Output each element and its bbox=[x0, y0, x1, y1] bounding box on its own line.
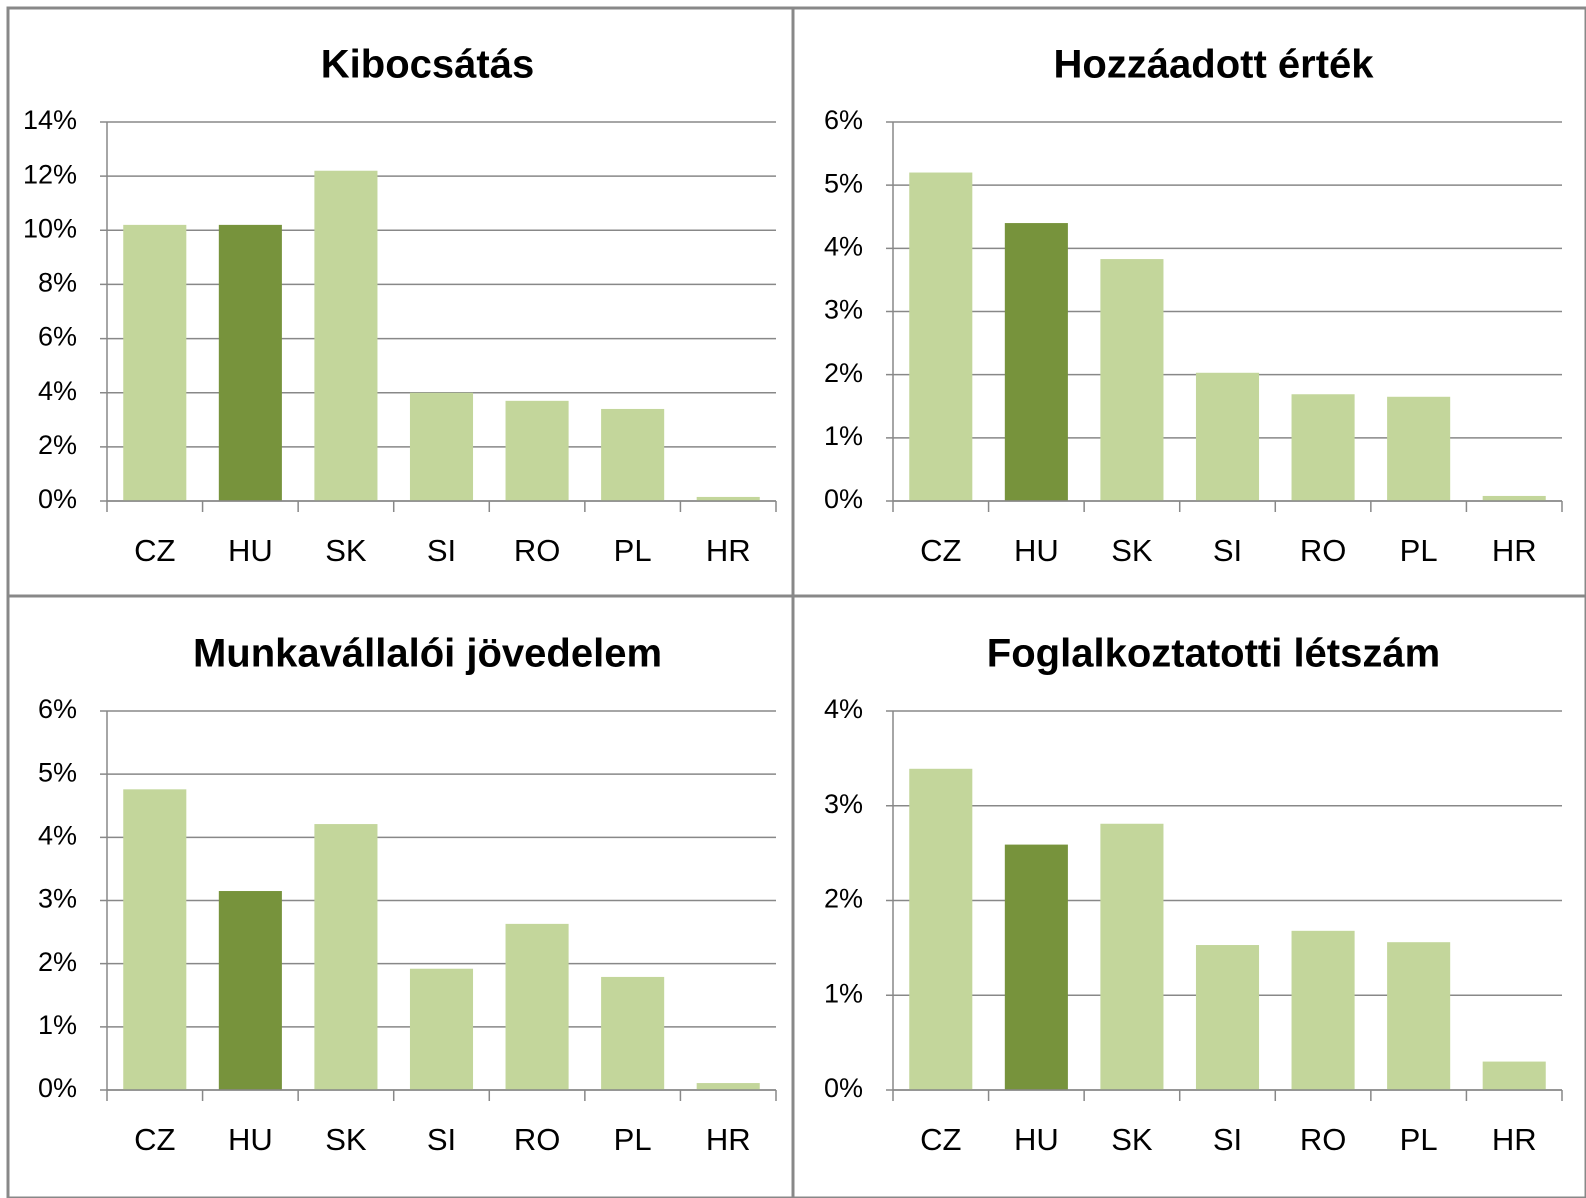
x-tick-label: HU bbox=[228, 533, 273, 568]
bar bbox=[123, 789, 187, 1090]
bar bbox=[1100, 823, 1164, 1090]
x-tick-label: RO bbox=[514, 533, 561, 568]
y-tick-label: 4% bbox=[38, 376, 77, 406]
bar bbox=[218, 224, 282, 501]
bar bbox=[601, 408, 665, 501]
bar bbox=[1195, 945, 1260, 1090]
x-tick-label: HU bbox=[1014, 1122, 1059, 1157]
y-tick-label: 4% bbox=[38, 820, 77, 850]
x-tick-label: SK bbox=[325, 1122, 367, 1157]
bar bbox=[409, 968, 474, 1090]
bar bbox=[505, 923, 569, 1090]
x-tick-label: SI bbox=[427, 533, 456, 568]
bar bbox=[1482, 495, 1546, 501]
x-tick-label: RO bbox=[1300, 533, 1347, 568]
y-tick-label: 1% bbox=[824, 978, 863, 1008]
x-tick-label: SI bbox=[1213, 533, 1242, 568]
x-tick-label: CZ bbox=[134, 533, 175, 568]
x-tick-label: SK bbox=[1111, 533, 1153, 568]
bar bbox=[696, 1083, 760, 1090]
bar bbox=[1004, 223, 1068, 502]
y-tick-label: 6% bbox=[38, 322, 77, 352]
y-tick-label: 5% bbox=[824, 168, 863, 198]
x-tick-label: CZ bbox=[920, 533, 961, 568]
bar bbox=[505, 400, 569, 501]
bar bbox=[909, 768, 973, 1090]
y-tick-label: 14% bbox=[23, 105, 77, 135]
x-tick-label: SI bbox=[427, 1122, 456, 1157]
y-tick-label: 8% bbox=[38, 268, 77, 298]
y-tick-label: 0% bbox=[824, 1073, 863, 1103]
y-tick-label: 2% bbox=[38, 430, 77, 460]
bar bbox=[314, 824, 378, 1090]
x-tick-label: PL bbox=[1400, 1122, 1438, 1157]
bar bbox=[1291, 394, 1355, 501]
y-tick-label: 0% bbox=[38, 1073, 77, 1103]
x-tick-label: PL bbox=[614, 1122, 652, 1157]
bar bbox=[1482, 1061, 1546, 1090]
x-tick-label: SK bbox=[325, 533, 367, 568]
x-tick-label: RO bbox=[514, 1122, 561, 1157]
y-tick-label: 4% bbox=[824, 694, 863, 724]
bar bbox=[1100, 259, 1164, 501]
bar bbox=[314, 170, 378, 501]
y-tick-label: 3% bbox=[824, 295, 863, 325]
bar bbox=[1195, 372, 1260, 501]
y-tick-label: 3% bbox=[38, 884, 77, 914]
bar bbox=[696, 496, 760, 501]
bar bbox=[123, 224, 187, 501]
bar bbox=[601, 976, 665, 1090]
chart-title: Munkavállalói jövedelem bbox=[193, 632, 662, 676]
bar bbox=[409, 392, 474, 501]
chart-title: Foglalkoztatotti létszám bbox=[987, 632, 1440, 676]
x-tick-label: HU bbox=[1014, 533, 1059, 568]
x-tick-label: CZ bbox=[134, 1122, 175, 1157]
y-tick-label: 2% bbox=[38, 947, 77, 977]
bar bbox=[1004, 844, 1068, 1090]
x-tick-label: RO bbox=[1300, 1122, 1347, 1157]
y-tick-label: 1% bbox=[38, 1010, 77, 1040]
y-tick-label: 12% bbox=[23, 159, 77, 189]
y-tick-label: 0% bbox=[824, 484, 863, 514]
x-tick-label: HR bbox=[706, 533, 751, 568]
x-tick-label: HR bbox=[1492, 533, 1537, 568]
x-tick-label: PL bbox=[614, 533, 652, 568]
x-tick-label: PL bbox=[1400, 533, 1438, 568]
y-tick-label: 0% bbox=[38, 484, 77, 514]
x-tick-label: HR bbox=[1492, 1122, 1537, 1157]
chart-title: Kibocsátás bbox=[321, 43, 534, 87]
frame bbox=[6, 6, 1586, 1198]
x-tick-label: CZ bbox=[920, 1122, 961, 1157]
y-tick-label: 2% bbox=[824, 358, 863, 388]
x-tick-label: HR bbox=[706, 1122, 751, 1157]
bar bbox=[909, 172, 973, 502]
y-tick-label: 2% bbox=[824, 884, 863, 914]
y-tick-label: 3% bbox=[824, 789, 863, 819]
bar bbox=[218, 891, 282, 1090]
y-tick-label: 6% bbox=[38, 694, 77, 724]
bar bbox=[1387, 942, 1451, 1090]
chart-title: Hozzáadott érték bbox=[1053, 43, 1374, 87]
bar bbox=[1387, 396, 1451, 501]
y-tick-label: 4% bbox=[824, 231, 863, 261]
x-tick-label: SI bbox=[1213, 1122, 1242, 1157]
y-tick-label: 1% bbox=[824, 421, 863, 451]
x-tick-label: SK bbox=[1111, 1122, 1153, 1157]
bar bbox=[1291, 930, 1355, 1090]
y-tick-label: 10% bbox=[23, 213, 77, 243]
x-tick-label: HU bbox=[228, 1122, 273, 1157]
y-tick-label: 5% bbox=[38, 757, 77, 787]
y-tick-label: 6% bbox=[824, 105, 863, 135]
